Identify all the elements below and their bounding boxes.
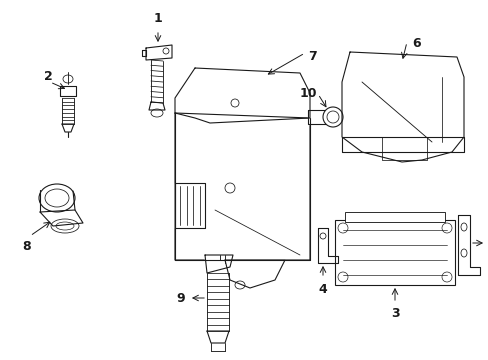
Polygon shape (146, 45, 172, 60)
Polygon shape (341, 137, 463, 152)
Polygon shape (149, 102, 164, 110)
Text: 10: 10 (299, 87, 316, 100)
Text: 1: 1 (153, 12, 162, 25)
Polygon shape (175, 68, 309, 123)
Polygon shape (204, 255, 232, 273)
Text: 3: 3 (390, 307, 399, 320)
Polygon shape (317, 228, 337, 263)
Polygon shape (457, 215, 479, 275)
Polygon shape (307, 110, 325, 124)
Polygon shape (142, 50, 146, 56)
Polygon shape (224, 260, 285, 288)
Text: 9: 9 (176, 292, 184, 305)
Polygon shape (206, 331, 228, 343)
Text: 2: 2 (43, 71, 52, 84)
Polygon shape (175, 113, 309, 260)
Polygon shape (175, 183, 204, 228)
Polygon shape (381, 137, 426, 160)
Polygon shape (341, 52, 463, 162)
Bar (345, 212, 444, 222)
Text: 8: 8 (22, 240, 31, 253)
Polygon shape (62, 124, 74, 132)
Text: 6: 6 (411, 37, 420, 50)
Text: 4: 4 (318, 283, 326, 296)
Text: 7: 7 (307, 50, 316, 63)
Polygon shape (40, 210, 83, 226)
Ellipse shape (323, 107, 342, 127)
Bar (334, 220, 454, 285)
Polygon shape (60, 86, 76, 96)
Text: 5: 5 (487, 237, 488, 249)
